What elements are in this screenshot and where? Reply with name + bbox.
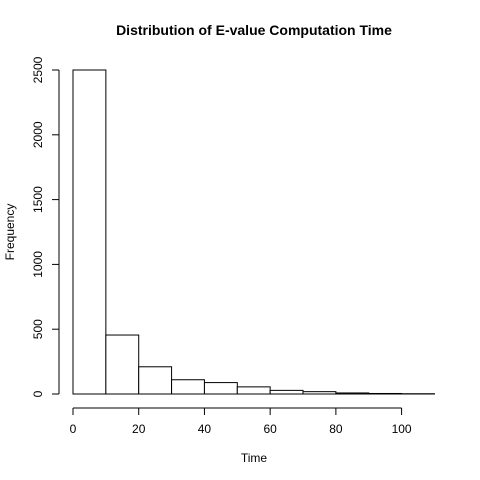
histogram-bar xyxy=(236,386,271,395)
y-axis: 0 500 1000 1500 2000 2500 xyxy=(31,56,60,397)
histogram-bar xyxy=(368,392,403,395)
y-tick-label: 1000 xyxy=(31,251,45,278)
x-tick-label: 60 xyxy=(263,422,277,436)
histogram-bar xyxy=(171,379,205,395)
x-tick-label: 80 xyxy=(329,422,343,436)
x-axis-label: Time xyxy=(241,451,268,465)
x-axis: 0 20 40 60 80 100 xyxy=(70,407,412,436)
histogram-bar xyxy=(203,382,238,395)
histogram-bar xyxy=(72,69,107,395)
y-tick-label: 1500 xyxy=(31,186,45,213)
x-tick-label: 0 xyxy=(70,422,77,436)
x-tick-label: 100 xyxy=(392,422,412,436)
bars-group xyxy=(72,69,435,395)
histogram-bar xyxy=(269,389,304,395)
histogram-bar xyxy=(138,366,173,395)
y-axis-label: Frequency xyxy=(3,204,17,261)
y-tick-label: 0 xyxy=(31,390,45,397)
histogram-bar xyxy=(105,334,140,395)
x-tick-label: 20 xyxy=(132,422,146,436)
histogram-bar xyxy=(302,391,337,395)
chart-title: Distribution of E-value Computation Time xyxy=(116,22,392,38)
y-tick-label: 2000 xyxy=(31,121,45,148)
y-tick-label: 2500 xyxy=(31,56,45,83)
histogram-bar xyxy=(335,392,370,395)
x-tick-label: 40 xyxy=(198,422,212,436)
y-tick-label: 500 xyxy=(31,319,45,339)
